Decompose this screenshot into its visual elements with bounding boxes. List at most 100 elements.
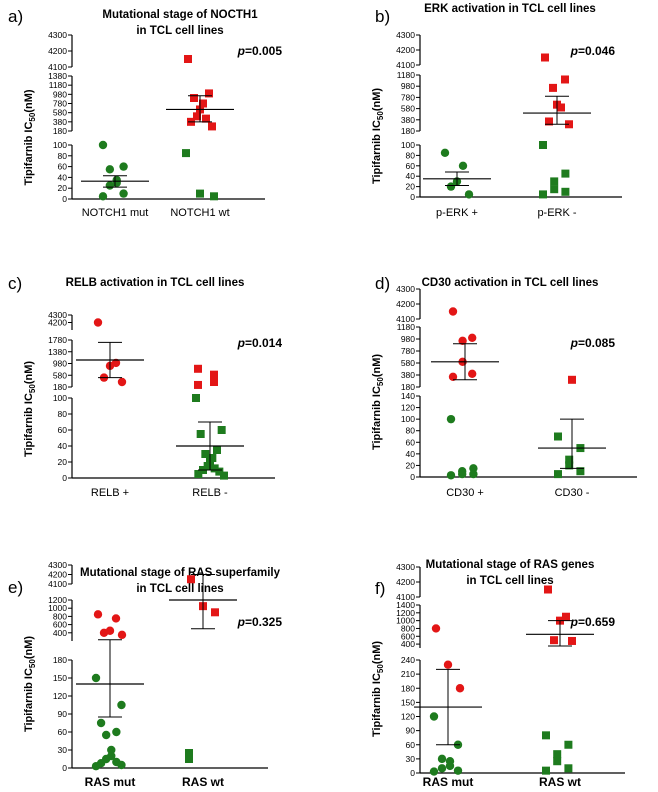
panel-d: d) CD30 activation in TCL cell lines p=0.0… <box>371 274 637 499</box>
y-tick-label: 40 <box>58 441 68 451</box>
data-point <box>215 467 224 476</box>
y-tick-label: 4100 <box>48 579 67 589</box>
y-tick-label: 240 <box>401 655 415 665</box>
p-value-number: =0.014 <box>245 336 282 350</box>
data-point <box>182 149 190 158</box>
data-point <box>199 99 207 108</box>
chart-title: RELB activation in TCL cell lines <box>66 277 245 289</box>
y-tick-label: 100 <box>401 414 415 424</box>
y-axis-label: Tipifarnib IC50(nM) <box>371 354 385 450</box>
y-tick-label: 100 <box>53 140 67 150</box>
data-point <box>93 610 103 619</box>
data-point <box>98 140 108 150</box>
y-tick-label: 20 <box>406 182 416 192</box>
data-point <box>446 471 456 480</box>
data-point <box>455 684 465 693</box>
data-point <box>208 122 216 131</box>
y-axis-label: Tipifarnib IC50(nM) <box>371 641 385 737</box>
data-point <box>96 718 106 728</box>
data-point <box>119 162 128 171</box>
data-point <box>568 636 576 645</box>
y-tick-label: 4200 <box>48 318 67 328</box>
y-tick-label: 150 <box>401 697 415 707</box>
p-value: p=0.005 <box>237 44 283 58</box>
y-tick-label: 980 <box>53 359 67 369</box>
y-tick-label: 1200 <box>48 595 67 605</box>
y-tick-label: 380 <box>401 370 415 380</box>
y-tick-label: 100 <box>53 393 67 403</box>
data-point <box>542 731 550 740</box>
data-point <box>91 673 101 683</box>
data-point <box>117 700 126 710</box>
data-point <box>448 372 458 381</box>
y-tick-label: 780 <box>53 99 67 109</box>
y-tick-label: 30 <box>406 754 416 764</box>
data-point <box>185 749 193 757</box>
data-point <box>443 660 453 669</box>
y-tick-label: 40 <box>406 449 416 459</box>
data-point <box>541 53 549 62</box>
data-point <box>91 762 101 771</box>
data-point <box>93 318 103 327</box>
panel-b: b) ERK activation in TCL cell lines p=0.04… <box>371 3 622 219</box>
y-tick-label: 1000 <box>48 603 67 613</box>
y-tick-label: 20 <box>58 457 68 467</box>
chart-title: Mutational stage of NOCTH1 <box>102 9 258 21</box>
data-point <box>217 426 226 434</box>
data-point <box>562 612 570 621</box>
data-point <box>448 307 458 316</box>
data-point <box>202 114 210 123</box>
y-tick-label: 1180 <box>397 70 416 80</box>
y-tick-label: 80 <box>58 409 68 419</box>
x-category-label: CD30 - <box>555 487 590 499</box>
y-tick-label: 600 <box>401 631 415 641</box>
y-tick-label: 40 <box>406 171 416 181</box>
data-point <box>105 165 115 174</box>
data-point <box>101 730 111 740</box>
y-tick-label: 180 <box>53 382 67 392</box>
data-point <box>539 141 547 149</box>
y-tick-label: 120 <box>401 403 415 413</box>
chart-title: in TCL cell lines <box>136 25 223 37</box>
y-tick-label: 80 <box>58 151 68 161</box>
y-tick-label: 210 <box>401 669 415 679</box>
data-point <box>554 432 562 441</box>
data-point <box>196 430 205 438</box>
data-point <box>194 364 202 373</box>
data-point <box>429 767 439 776</box>
data-point <box>192 394 200 402</box>
data-point <box>458 336 467 345</box>
y-tick-label: 0 <box>410 768 415 778</box>
data-point <box>545 117 553 126</box>
data-point <box>553 750 562 759</box>
data-point <box>210 378 218 387</box>
x-category-label: p-ERK - <box>537 207 576 219</box>
y-tick-label: 1400 <box>396 600 415 610</box>
panel-label: e) <box>8 578 23 597</box>
data-point <box>211 608 219 617</box>
y-tick-label: 90 <box>58 709 68 719</box>
data-point <box>453 766 463 775</box>
data-point <box>576 467 585 476</box>
data-point <box>464 190 474 199</box>
data-point <box>446 414 456 424</box>
chart-title: Mutational stage of RAS genes <box>426 559 595 571</box>
x-category-label: RAS wt <box>182 775 224 789</box>
data-point <box>117 630 127 640</box>
data-point <box>561 75 569 84</box>
y-tick-label: 1380 <box>48 71 67 81</box>
data-point <box>220 471 228 480</box>
data-point <box>564 764 573 773</box>
panel-label: a) <box>8 7 23 26</box>
data-point <box>550 636 558 645</box>
y-tick-label: 180 <box>401 126 415 136</box>
y-tick-label: 180 <box>401 382 415 392</box>
y-tick-label: 0 <box>62 763 67 773</box>
y-tick-label: 580 <box>401 104 415 114</box>
y-tick-label: 1380 <box>48 347 67 357</box>
y-tick-label: 800 <box>53 611 67 621</box>
y-tick-label: 90 <box>406 726 416 736</box>
x-category-label: p-ERK + <box>436 207 478 219</box>
y-tick-label: 4200 <box>48 46 67 56</box>
